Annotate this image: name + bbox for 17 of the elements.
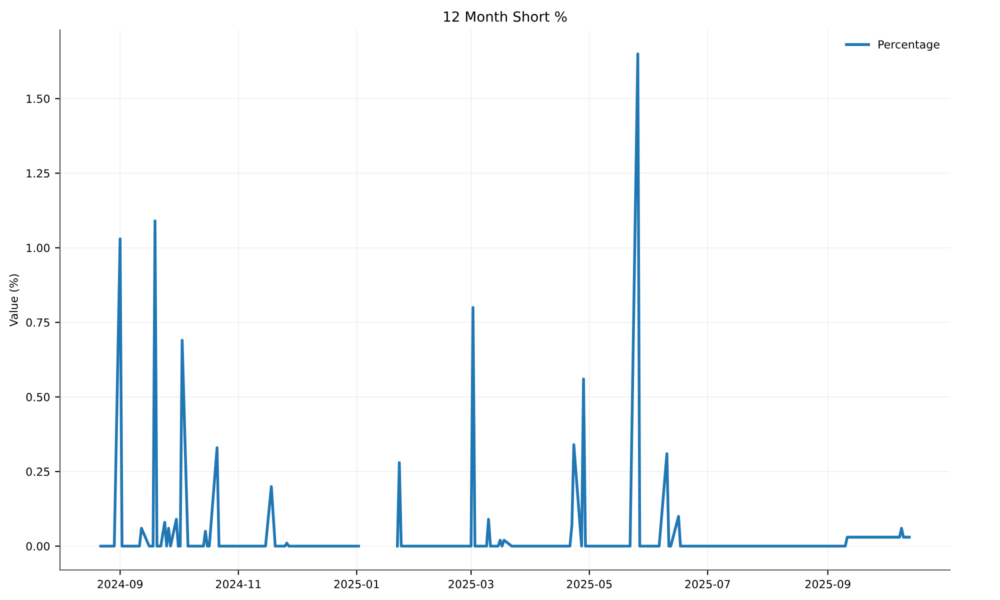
y-tick-label: 0.25 (26, 468, 50, 476)
x-tick-label: 2025-01 (334, 580, 379, 588)
x-tick-label: 2025-03 (448, 580, 494, 588)
chart-title: 12 Month Short % (444, 11, 567, 22)
y-tick-label: 0.75 (26, 318, 50, 327)
x-tick-label: 2025-07 (685, 580, 730, 588)
x-tick-label: 2025-09 (805, 580, 850, 588)
legend-label: Percentage (878, 40, 940, 51)
x-tick-label: 2025-05 (566, 580, 612, 588)
y-axis-title: Value (%) (9, 274, 20, 327)
y-tick-label: 0.50 (26, 392, 50, 402)
x-tick-label: 2024-11 (216, 580, 261, 588)
y-tick-label: 1.50 (26, 94, 50, 103)
y-tick-label: 1.25 (26, 169, 50, 178)
x-tick-label: 2024-09 (98, 580, 143, 588)
y-tick-label: 1.00 (26, 244, 50, 252)
y-tick-label: 0.00 (26, 542, 50, 551)
